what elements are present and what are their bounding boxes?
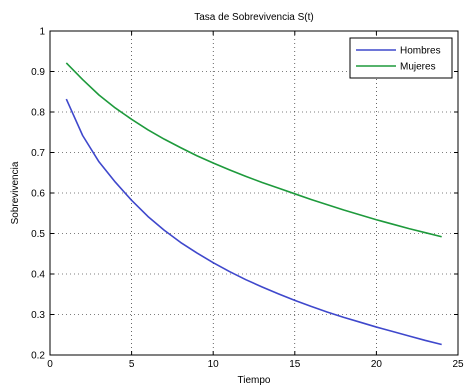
y-tick-label: 0.8 (31, 108, 45, 119)
x-tick-label: 10 (208, 359, 220, 370)
series-line-hombres (65, 98, 442, 346)
chart-title: Tasa de Sobrevivencia S(t) (194, 12, 314, 23)
ticks: 0 5 10 15 20 25 0.2 0.3 0.4 0.5 0.6 0.7 0.8 0.9 1 (31, 27, 464, 371)
y-axis-label: Sobrevivencia (10, 161, 21, 224)
legend: Hombres Mujeres (349, 37, 453, 79)
y-tick-label: 0.5 (31, 229, 45, 240)
y-tick-label: 0.9 (31, 67, 45, 78)
legend-label-hombres: Hombres (400, 46, 441, 57)
y-tick-label: 0.3 (31, 310, 45, 321)
y-tick-label: 1 (39, 27, 45, 38)
y-tick-label: 0.4 (31, 270, 45, 281)
series-line-mujeres (65, 62, 442, 238)
y-tick-label: 0.2 (31, 351, 45, 362)
x-tick-label: 0 (47, 359, 53, 370)
x-tick-label: 5 (129, 359, 135, 370)
x-tick-label: 15 (289, 359, 301, 370)
legend-label-mujeres: Mujeres (400, 62, 436, 73)
y-tick-label: 0.7 (31, 148, 45, 159)
y-tick-label: 0.6 (31, 189, 45, 200)
series-layer (65, 62, 442, 346)
x-tick-label: 20 (371, 359, 383, 370)
x-tick-label: 25 (452, 359, 464, 370)
x-axis-label: Tiempo (238, 375, 271, 386)
legend-box (349, 37, 453, 79)
